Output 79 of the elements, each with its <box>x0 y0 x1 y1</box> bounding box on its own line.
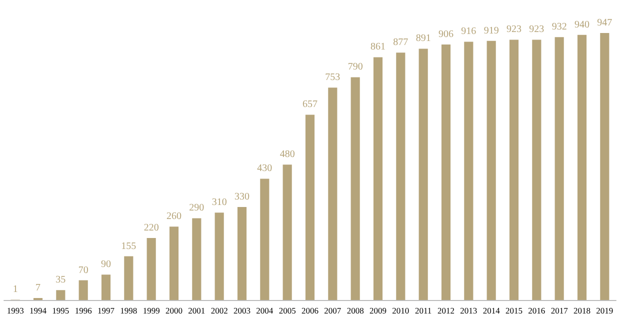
data-label: 891 <box>416 33 431 44</box>
x-tick-label: 2004 <box>256 306 274 316</box>
x-tick-label: 2002 <box>210 306 228 316</box>
x-tick-label: 2016 <box>528 306 546 316</box>
bar <box>282 164 292 300</box>
x-tick-label: 2017 <box>550 306 568 316</box>
data-label: 919 <box>484 25 499 36</box>
data-label: 923 <box>506 24 522 36</box>
bar <box>600 32 610 300</box>
bar <box>373 57 383 300</box>
x-tick-label: 2006 <box>302 306 318 316</box>
x-tick-label: 1999 <box>142 306 160 316</box>
bar <box>78 280 88 300</box>
x-tick-label: 1996 <box>74 306 92 316</box>
bar <box>124 256 134 300</box>
x-tick-label: 2015 <box>506 306 522 316</box>
bar <box>350 77 360 300</box>
x-tick-label: 1998 <box>120 306 138 316</box>
data-label: 861 <box>370 42 386 53</box>
bar <box>146 238 156 300</box>
x-tick-label: 2003 <box>234 306 250 316</box>
bar <box>396 52 406 300</box>
data-label: 260 <box>166 211 182 222</box>
data-label: 7 <box>36 282 40 294</box>
x-tick-label: 2013 <box>460 306 478 316</box>
data-label: 330 <box>234 191 250 202</box>
data-label: 290 <box>189 202 204 214</box>
x-tick-label: 1994 <box>30 306 48 316</box>
data-label: 310 <box>212 197 227 208</box>
bar <box>532 40 542 300</box>
bar <box>441 44 451 300</box>
data-label: 932 <box>552 22 567 33</box>
data-label: 90 <box>101 259 111 270</box>
bar <box>328 88 338 300</box>
data-label: 657 <box>302 99 318 110</box>
bar <box>169 226 179 300</box>
x-tick-label: 2010 <box>392 306 410 316</box>
bar <box>192 218 202 300</box>
x-tick-label: 1995 <box>52 306 70 316</box>
data-label: 70 <box>78 264 88 276</box>
x-tick-label: 2007 <box>324 306 342 316</box>
x-tick-label: 2005 <box>278 306 296 316</box>
x-tick-label: 1993 <box>6 306 24 316</box>
data-label: 877 <box>393 37 408 48</box>
x-tick-label: 2014 <box>482 306 501 316</box>
data-label: 430 <box>257 163 272 174</box>
data-label: 906 <box>438 29 454 40</box>
bar <box>237 206 247 300</box>
data-label: 923 <box>529 24 544 36</box>
x-tick-label: 1997 <box>98 306 114 316</box>
data-label: 916 <box>461 26 476 38</box>
bar <box>101 274 111 300</box>
x-tick-label: 2009 <box>370 306 386 316</box>
bar <box>486 40 496 300</box>
x-tick-label: 2000 <box>166 306 182 316</box>
bar <box>418 48 428 300</box>
bar <box>509 40 519 300</box>
bar <box>214 212 224 300</box>
bar <box>260 178 270 300</box>
data-label: 155 <box>121 240 136 252</box>
data-label: 947 <box>597 17 612 28</box>
x-tick-label: 2001 <box>188 306 206 316</box>
data-label: 1 <box>12 284 18 296</box>
x-tick-label: 2019 <box>596 306 614 316</box>
data-label: 940 <box>574 19 590 30</box>
data-label: 753 <box>325 72 340 84</box>
bar <box>554 37 564 300</box>
bar <box>56 290 66 300</box>
bar <box>305 114 315 300</box>
bar <box>577 34 587 300</box>
bar <box>464 42 474 300</box>
x-tick-label: 2008 <box>346 306 364 316</box>
x-tick-label: 2011 <box>414 306 432 316</box>
x-tick-label: 2018 <box>574 306 590 316</box>
data-label: 35 <box>56 274 66 286</box>
x-tick-label: 2012 <box>438 306 454 316</box>
data-label: 790 <box>348 62 363 73</box>
data-label: 480 <box>280 149 295 160</box>
data-label: 220 <box>144 222 159 234</box>
